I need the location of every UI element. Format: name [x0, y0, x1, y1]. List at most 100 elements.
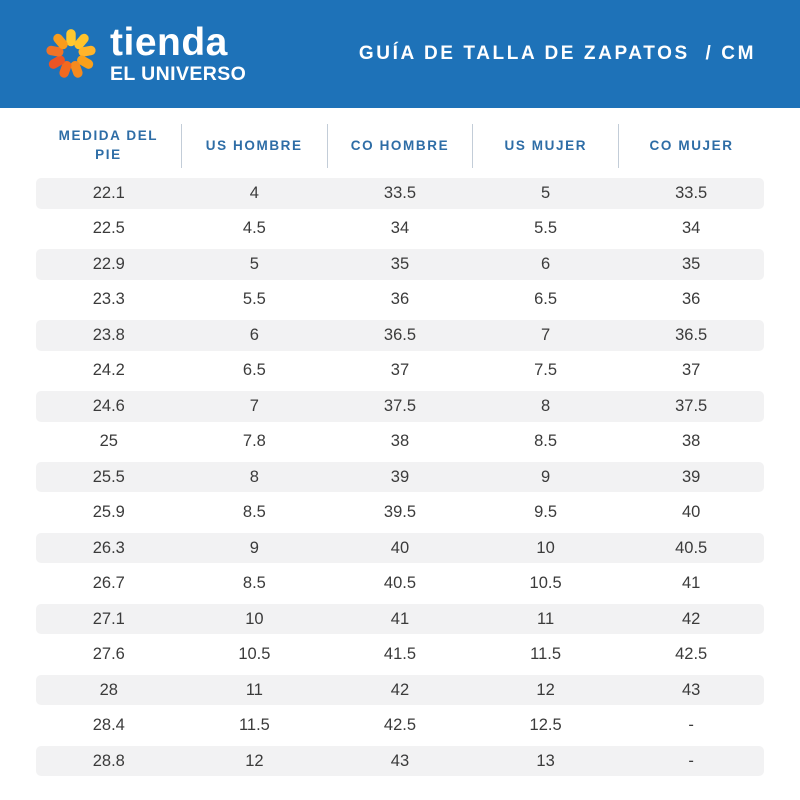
table-row: 27.6 10.5 41.5 11.5 42.5	[36, 639, 764, 670]
table-cell: 36	[390, 290, 410, 309]
table-cell: 22.9	[92, 254, 125, 273]
table-cell: 22.5	[92, 219, 125, 238]
table-cell: 27.6	[92, 645, 125, 664]
column-header-us-hombre: US HOMBRE	[180, 124, 327, 168]
table-cell: 34	[681, 219, 701, 238]
table-cell: 11.5	[238, 716, 270, 735]
table-cell: 43	[390, 751, 410, 770]
table-cell: 36.5	[383, 325, 417, 344]
table-cell: 36.5	[675, 325, 708, 344]
column-header-co-mujer: CO MUJER	[618, 124, 764, 168]
table-cell: 39	[681, 467, 701, 486]
table-cell: 9.5	[534, 503, 558, 522]
table-cell: 8.5	[534, 432, 558, 451]
table-cell: 12	[245, 751, 264, 770]
sunburst-icon	[46, 29, 96, 78]
table-row: 25 7.8 38 8.5 38	[36, 426, 764, 457]
table-cell: 12.5	[529, 716, 562, 735]
table-cell: 12	[536, 680, 555, 699]
table-cell: 42.5	[383, 716, 417, 735]
table-cell: 27.1	[92, 609, 125, 628]
table-cell: 6	[540, 254, 551, 273]
size-table-body: 22.1 4 33.5 5 33.5 22.5 4.5 34 5.5 34 22.9 5 35 6 35 23…	[36, 178, 764, 777]
table-cell: 13	[536, 751, 555, 770]
brand-name-sub: EL UNIVERSO	[110, 63, 247, 86]
table-cell: 40	[681, 503, 701, 522]
column-header-medida-del-pie: MEDIDA DEL PIE	[58, 128, 159, 162]
table-cell: 7	[249, 396, 259, 415]
table-cell: 40.5	[675, 538, 708, 557]
page-title: GUÍA DE TALLA DE ZAPATOS / CM	[358, 43, 756, 64]
table-cell: 43	[681, 680, 701, 699]
table-cell: 37.5	[675, 396, 708, 415]
table-cell: 23.3	[92, 290, 125, 309]
table-row: 25.9 8.5 39.5 9.5 40	[36, 497, 764, 528]
table-row: 27.1 10 41 11 42	[36, 603, 764, 635]
table-cell: 22.1	[92, 183, 125, 202]
table-row: 28.4 11.5 42.5 12.5 -	[36, 710, 764, 741]
table-row: 25.5 8 39 9 39	[36, 461, 764, 493]
table-cell: 26.3	[92, 538, 125, 557]
table-cell: 5.5	[242, 290, 266, 309]
table-cell: 37.5	[383, 396, 417, 415]
table-cell: 28.8	[92, 751, 125, 770]
table-cell: 40	[390, 538, 410, 557]
table-cell: 25.9	[92, 503, 125, 522]
table-cell: 5	[540, 183, 551, 202]
table-cell: 10.5	[529, 574, 562, 593]
table-cell: 42	[681, 609, 701, 628]
table-cell: 37	[390, 361, 410, 380]
table-cell: 9	[540, 467, 551, 486]
table-cell: 34	[390, 219, 410, 238]
table-cell: 25	[99, 432, 118, 451]
table-row: 23.8 6 36.5 7 36.5	[36, 319, 764, 351]
table-cell: 7.8	[242, 432, 266, 451]
table-row: 22.1 4 33.5 5 33.5	[36, 178, 764, 209]
banner: tienda EL UNIVERSO GUÍA DE TALLA DE ZAPA…	[0, 0, 800, 108]
table-cell: 10	[245, 609, 264, 628]
table-cell: 6	[249, 325, 259, 344]
table-cell: 5.5	[534, 219, 558, 238]
table-cell: 28	[99, 680, 118, 699]
brand-name: tienda EL UNIVERSO	[110, 23, 246, 85]
table-cell: 8.5	[242, 503, 266, 522]
table-cell: 10.5	[238, 645, 271, 664]
table-cell: 41	[390, 609, 410, 628]
table-cell: 7.5	[534, 361, 558, 380]
table-cell: 39	[390, 467, 410, 486]
column-header-co-hombre: CO HOMBRE	[326, 124, 473, 168]
table-cell: 24.6	[92, 396, 125, 415]
table-row: 26.7 8.5 40.5 10.5 41	[36, 568, 764, 599]
table-cell: 5	[249, 254, 259, 273]
table-row: 26.3 9 40 10 40.5	[36, 532, 764, 564]
table-cell: 38	[390, 432, 410, 451]
table-row: 24.2 6.5 37 7.5 37	[36, 355, 764, 386]
table-header-row: MEDIDA DEL PIE US HOMBRE CO HOMBRE US MU…	[36, 124, 764, 168]
table-cell: 33.5	[383, 183, 417, 202]
table-cell: 23.8	[92, 325, 125, 344]
table-cell: 41	[681, 574, 701, 593]
table-cell: 6.5	[242, 361, 266, 380]
table-row: 22.9 5 35 6 35	[36, 248, 764, 280]
table-cell: 25.5	[92, 467, 125, 486]
table-cell: 8	[249, 467, 259, 486]
table-cell: 10	[536, 538, 555, 557]
table-cell: 33.5	[675, 183, 708, 202]
table-cell: 42	[390, 680, 410, 699]
table-cell: 35	[681, 254, 701, 273]
table-cell: 8	[540, 396, 551, 415]
table-cell: 9	[249, 538, 259, 557]
table-row: 22.5 4.5 34 5.5 34	[36, 213, 764, 244]
table-cell: -	[688, 751, 694, 770]
table-cell: 41.5	[383, 645, 417, 664]
table-cell: 40.5	[383, 574, 417, 593]
brand-logo: tienda EL UNIVERSO	[42, 23, 246, 85]
table-cell: 42.5	[675, 645, 708, 664]
table-cell: 4	[249, 183, 259, 202]
table-row: 23.3 5.5 36 6.5 36	[36, 284, 764, 315]
table-cell: 11	[245, 680, 263, 699]
table-cell: 8.5	[242, 574, 266, 593]
table-cell: 39.5	[383, 503, 417, 522]
table-cell: 37	[681, 361, 701, 380]
table-row: 28 11 42 12 43	[36, 674, 764, 706]
